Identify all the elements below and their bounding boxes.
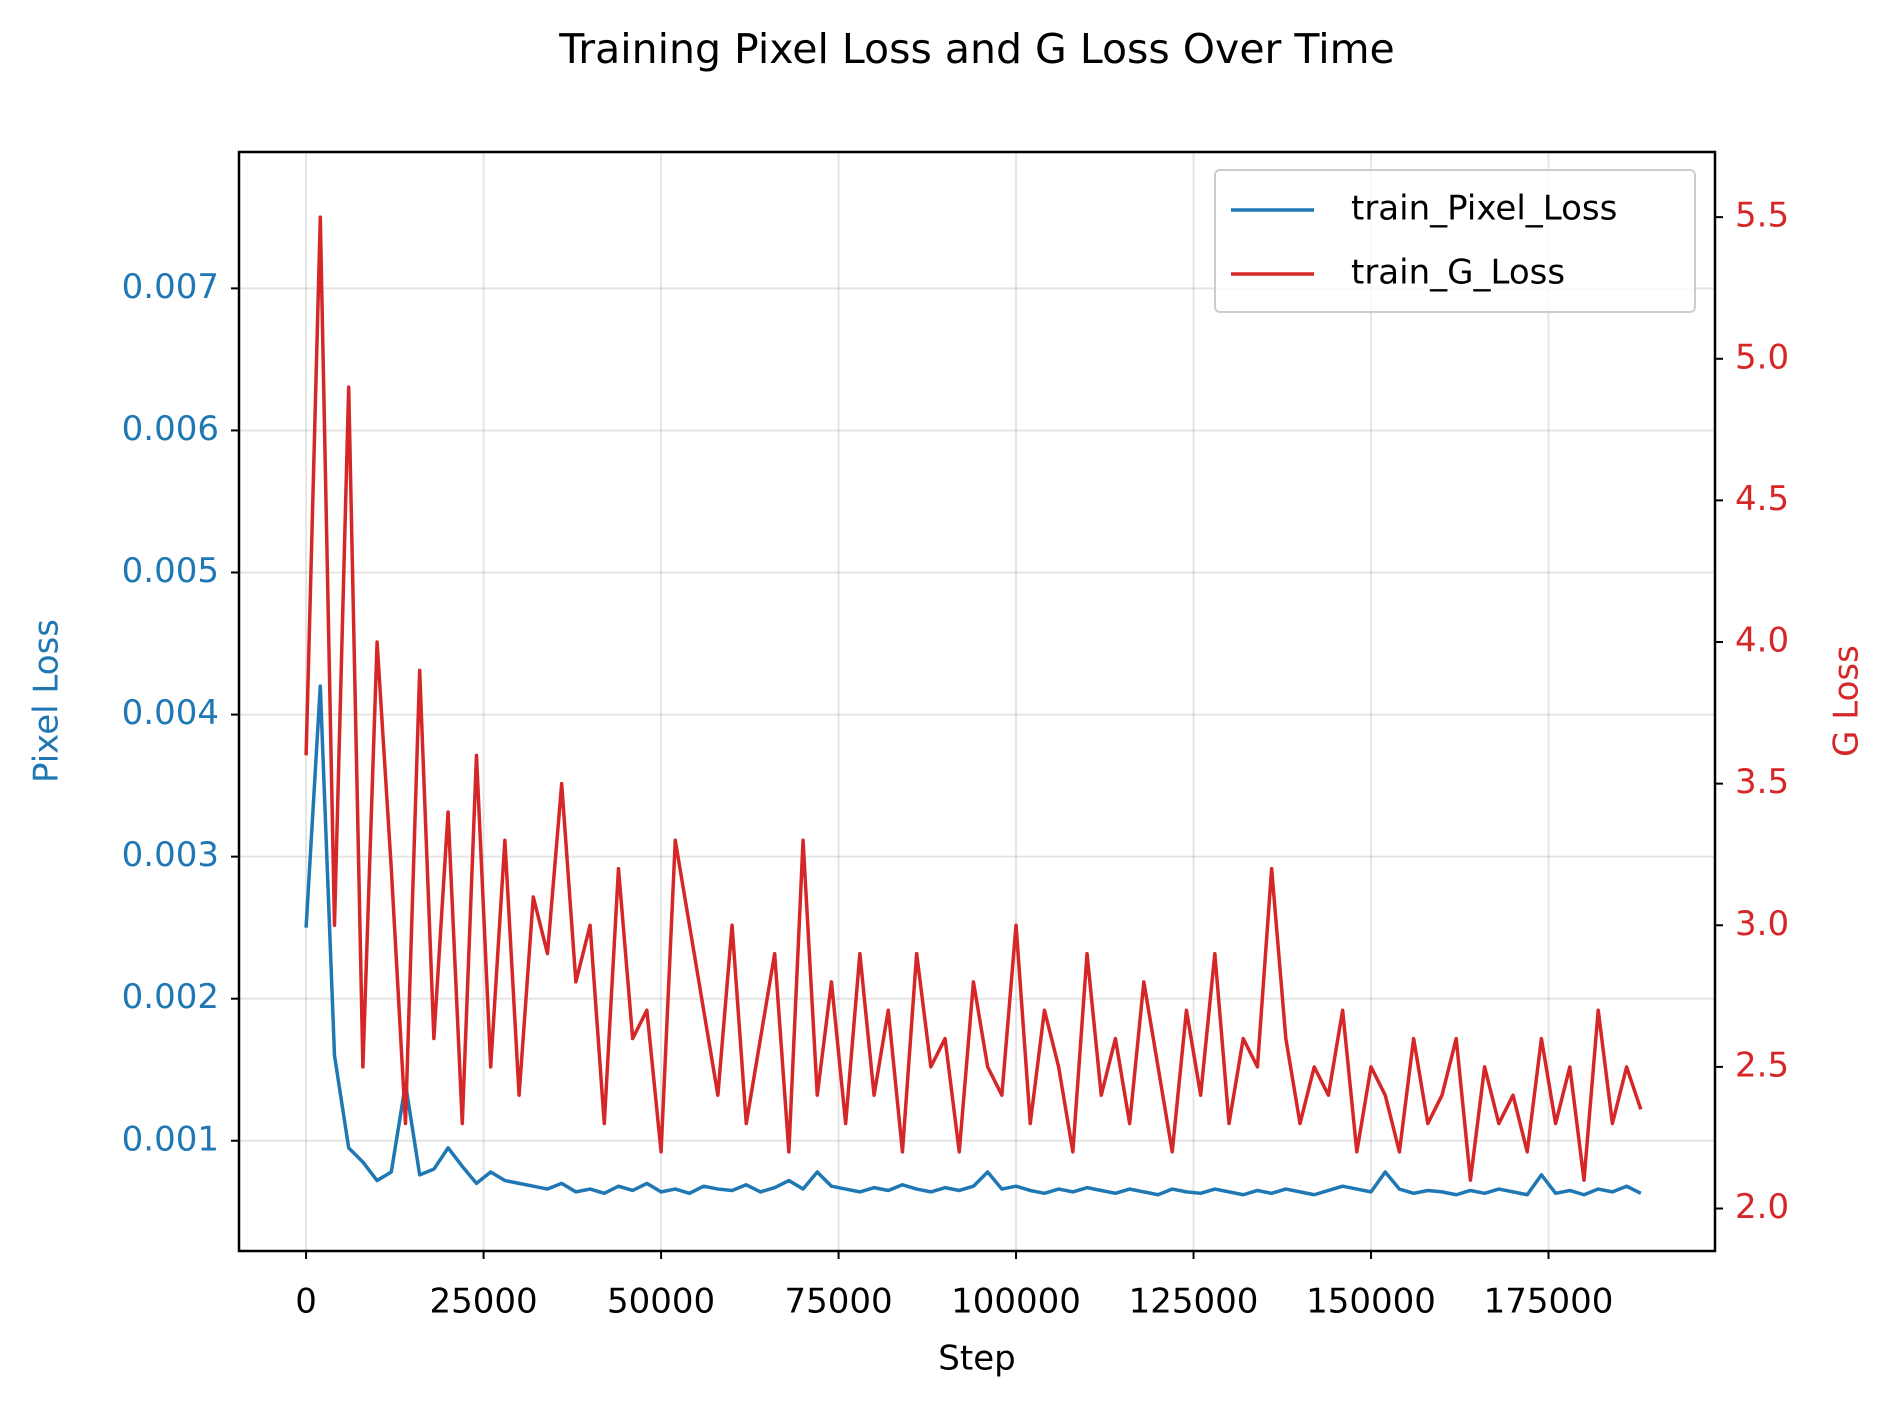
- y-tick-label: 0.002: [122, 977, 219, 1017]
- x-tick-label: 100000: [951, 1282, 1081, 1322]
- legend-box: [1214, 169, 1696, 313]
- y-tick-label: 0.004: [122, 693, 219, 733]
- y2-axis-label: G Loss: [1827, 645, 1867, 757]
- chart-title: Training Pixel Loss and G Loss Over Time: [558, 25, 1395, 73]
- x-tick-label: 25000: [429, 1282, 537, 1322]
- x-tick-label: 50000: [607, 1282, 715, 1322]
- y2-tick-label: 5.0: [1735, 337, 1789, 377]
- legend-label: train_G_Loss: [1351, 253, 1565, 293]
- y-tick-label: 0.006: [122, 409, 219, 449]
- y-tick-label: 0.003: [122, 835, 219, 875]
- x-axis-label: Step: [938, 1339, 1015, 1379]
- y2-tick-label: 4.0: [1735, 621, 1789, 661]
- y-tick-label: 0.001: [122, 1119, 219, 1159]
- y-tick-label: 0.005: [122, 551, 219, 591]
- legend-label: train_Pixel_Loss: [1351, 189, 1617, 229]
- y2-tick-label: 2.0: [1735, 1187, 1789, 1227]
- x-tick-label: 150000: [1306, 1282, 1436, 1322]
- y-tick-label: 0.007: [122, 267, 219, 307]
- series-line: [304, 215, 1643, 1182]
- x-tick-label: 75000: [784, 1282, 892, 1322]
- y2-tick-label: 2.5: [1735, 1045, 1789, 1085]
- x-tick-label: 125000: [1129, 1282, 1259, 1322]
- y2-tick-label: 3.0: [1735, 904, 1789, 944]
- y2-tick-label: 5.5: [1735, 196, 1789, 236]
- series-line: [304, 684, 1642, 1197]
- x-tick-label: 175000: [1484, 1282, 1614, 1322]
- y2-tick-label: 3.5: [1735, 762, 1789, 802]
- x-tick-label: 0: [295, 1282, 317, 1322]
- plot-frame: [237, 150, 1717, 1253]
- y-axis-label: Pixel Loss: [27, 619, 67, 783]
- y2-tick-label: 4.5: [1735, 479, 1789, 519]
